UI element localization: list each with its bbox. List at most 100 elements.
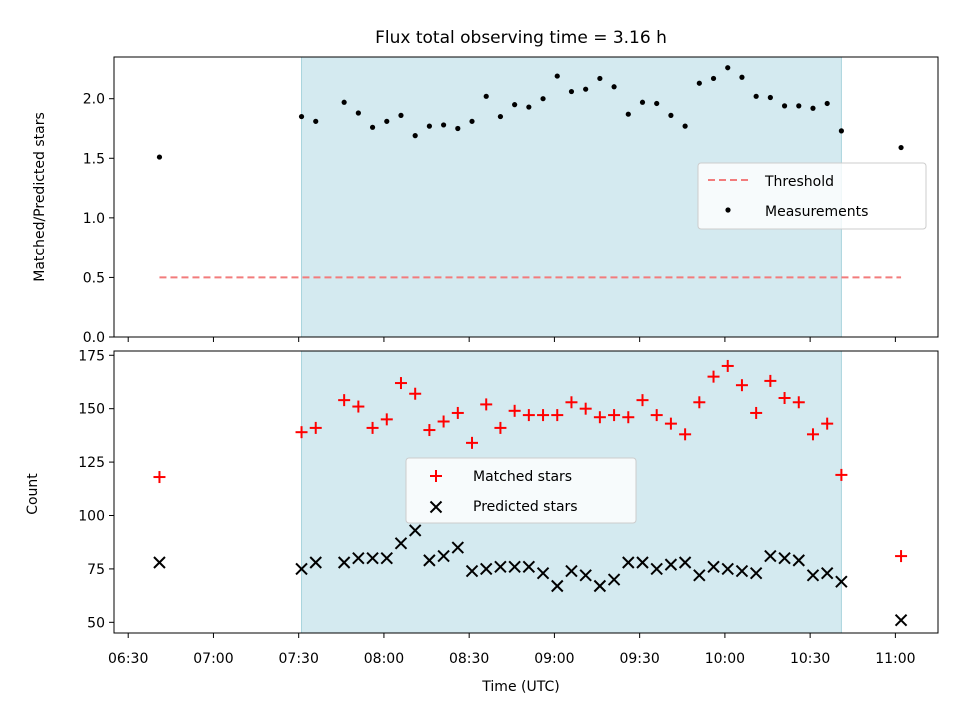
legend-threshold-label: Threshold xyxy=(764,174,834,190)
matched-point xyxy=(895,550,908,563)
predicted-point xyxy=(408,524,422,537)
matched-point xyxy=(451,406,464,419)
matched-point xyxy=(707,370,720,383)
bottom-ytick-label: 75 xyxy=(87,562,105,578)
measurement-point xyxy=(838,128,844,134)
x-tick-label: 10:00 xyxy=(705,651,745,667)
measurement-point xyxy=(426,123,432,129)
measurement-point xyxy=(526,104,532,110)
bottom-ytick-label: 100 xyxy=(78,509,105,525)
matched-point xyxy=(338,394,351,407)
bottom-ytick-label: 125 xyxy=(78,455,105,471)
matched-point xyxy=(409,387,422,400)
predicted-point xyxy=(352,552,365,565)
top-ytick-label: 0.5 xyxy=(83,270,105,286)
predicted-point xyxy=(664,558,678,571)
predicted-point xyxy=(622,556,635,569)
predicted-point xyxy=(153,556,166,569)
measurement-point xyxy=(583,86,589,92)
matched-point xyxy=(380,413,393,426)
bottom-legend-box xyxy=(405,457,637,524)
measurement-point xyxy=(568,88,575,95)
predicted-point xyxy=(494,560,507,573)
matched-point xyxy=(750,406,763,419)
top-ytick-label: 0.0 xyxy=(83,330,105,346)
predicted-point xyxy=(593,579,607,593)
measurement-point xyxy=(810,105,816,111)
measurement-point xyxy=(398,112,404,118)
predicted-point xyxy=(295,562,308,576)
matched-point xyxy=(835,468,848,481)
matched-point xyxy=(394,377,407,390)
measurement-point xyxy=(497,113,504,120)
matched-point xyxy=(480,398,493,411)
matched-point xyxy=(622,411,635,424)
measurement-point xyxy=(753,93,759,99)
legend-measurements-marker xyxy=(725,207,731,213)
measurement-point xyxy=(355,110,361,116)
measurement-point xyxy=(682,123,688,129)
predicted-point xyxy=(394,537,408,550)
predicted-point xyxy=(778,552,791,565)
bottom-axes-frame xyxy=(113,350,939,634)
x-tick-label: 07:00 xyxy=(193,651,233,667)
predicted-point xyxy=(309,556,322,569)
measurement-point xyxy=(611,84,617,90)
top-ytick-label: 1.5 xyxy=(83,151,105,167)
legend-predicted-marker xyxy=(429,500,443,514)
top-axes-frame xyxy=(113,56,939,338)
matched-point xyxy=(593,411,606,424)
matched-point xyxy=(153,471,166,484)
measurement-point xyxy=(469,118,475,124)
measurement-point xyxy=(696,80,702,86)
top-ytick-label: 2.0 xyxy=(83,92,105,108)
predicted-point xyxy=(551,579,564,593)
predicted-point xyxy=(451,541,465,554)
measurement-point xyxy=(313,118,319,124)
measurement-point xyxy=(625,111,631,117)
predicted-point xyxy=(707,560,720,573)
matched-point xyxy=(579,402,592,415)
matched-point xyxy=(636,394,649,407)
predicted-point xyxy=(579,569,592,582)
predicted-point xyxy=(764,549,777,563)
measurement-point xyxy=(455,125,461,132)
bottom-ytick-label: 50 xyxy=(87,615,105,631)
measurement-point xyxy=(384,118,390,124)
predicted-point xyxy=(380,552,393,565)
measurement-point xyxy=(554,73,560,79)
predicted-point xyxy=(735,564,749,578)
measurement-point xyxy=(654,100,660,107)
predicted-point xyxy=(607,573,621,586)
predicted-point xyxy=(337,556,351,569)
x-tick-label: 08:30 xyxy=(449,651,489,667)
predicted-point xyxy=(536,566,550,580)
measurement-point xyxy=(483,93,489,99)
predicted-point xyxy=(650,562,663,576)
matched-point xyxy=(679,428,692,441)
matched-point xyxy=(295,426,308,439)
measurement-point xyxy=(668,112,674,118)
predicted-point xyxy=(792,554,805,567)
chart-title: Flux total observing time = 3.16 h xyxy=(375,28,667,48)
matched-point xyxy=(806,428,819,441)
legend-predicted-label: Predicted stars xyxy=(473,499,578,515)
x-tick-label: 11:00 xyxy=(875,651,915,667)
measurement-point xyxy=(341,99,347,105)
matched-point xyxy=(792,396,805,409)
predicted-point xyxy=(835,575,848,588)
measurement-point xyxy=(710,75,717,82)
bottom-ytick-label: 150 xyxy=(78,402,105,418)
predicted-point xyxy=(678,556,692,569)
matched-point xyxy=(466,436,479,449)
measurement-point xyxy=(725,65,731,71)
predicted-point xyxy=(806,569,820,582)
matched-point xyxy=(352,400,365,413)
predicted-point xyxy=(721,562,734,576)
matched-point xyxy=(423,424,436,437)
x-tick-label: 06:30 xyxy=(108,651,148,667)
matched-point xyxy=(309,421,322,434)
predicted-point xyxy=(894,613,908,627)
matched-point xyxy=(537,409,550,422)
